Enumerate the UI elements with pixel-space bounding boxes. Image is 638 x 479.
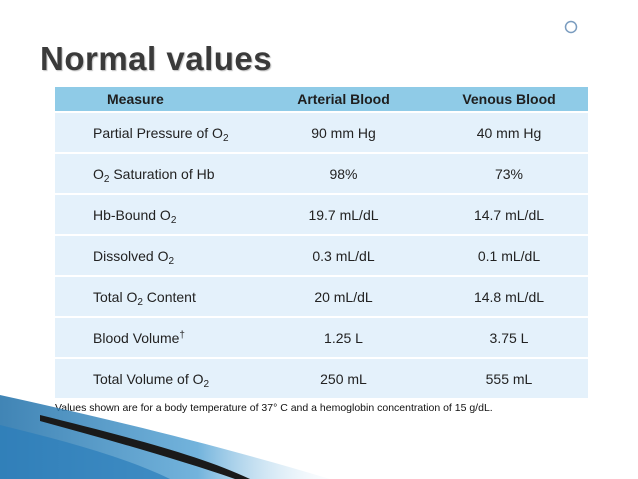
cell-venous: 3.75 L bbox=[430, 316, 588, 358]
slide-title: Normal values bbox=[40, 40, 273, 77]
cell-arterial: 19.7 mL/dL bbox=[257, 193, 430, 235]
measure-subscript: 2 bbox=[168, 255, 175, 267]
values-table-wrapper: Measure Arterial Blood Venous Blood Part… bbox=[55, 87, 588, 414]
measure-text-suffix: Content bbox=[142, 288, 196, 305]
measure-text: O bbox=[93, 165, 104, 182]
measure-subscript: 2 bbox=[137, 296, 143, 308]
table-footnote: Values shown are for a body temperature … bbox=[55, 402, 493, 414]
table-row: Total O2 Content 20 mL/dL 14.8 mL/dL bbox=[55, 275, 588, 317]
table-header-row: Measure Arterial Blood Venous Blood bbox=[55, 87, 588, 112]
cell-measure: O2 Saturation of Hb bbox=[55, 152, 257, 194]
cell-measure: Hb-Bound O2 bbox=[55, 193, 257, 235]
cell-measure: Total O2 Content bbox=[55, 275, 257, 317]
measure-text: Blood Volume bbox=[93, 329, 180, 346]
measure-text: Total O bbox=[93, 288, 138, 305]
header-arterial: Arterial Blood bbox=[257, 87, 430, 112]
header-measure: Measure bbox=[55, 87, 257, 112]
cell-arterial: 250 mL bbox=[257, 357, 430, 398]
measure-text: Hb-Bound O bbox=[93, 206, 171, 223]
measure-subscript: 2 bbox=[222, 132, 229, 144]
cell-venous: 555 mL bbox=[430, 357, 588, 398]
cell-measure: Partial Pressure of O2 bbox=[55, 111, 257, 153]
cell-venous: 40 mm Hg bbox=[430, 111, 588, 153]
table-row: Hb-Bound O2 19.7 mL/dL 14.7 mL/dL bbox=[55, 193, 588, 235]
measure-subscript: 2 bbox=[170, 214, 177, 226]
measure-subscript: 2 bbox=[203, 378, 210, 390]
values-table: Measure Arterial Blood Venous Blood Part… bbox=[55, 87, 588, 398]
cell-venous: 14.8 mL/dL bbox=[430, 275, 588, 317]
cell-arterial: 20 mL/dL bbox=[257, 275, 430, 317]
cell-measure: Blood Volume† bbox=[55, 316, 257, 358]
measure-text: Partial Pressure of O bbox=[93, 124, 223, 141]
cell-measure: Total Volume of O2 bbox=[55, 357, 257, 398]
measure-text: Total Volume of O bbox=[93, 370, 204, 387]
circle-outline-icon bbox=[564, 20, 578, 34]
measure-text-suffix: Saturation of Hb bbox=[109, 165, 215, 182]
cell-arterial: 0.3 mL/dL bbox=[257, 234, 430, 276]
measure-text: Dissolved O bbox=[93, 247, 169, 264]
table-row: Blood Volume† 1.25 L 3.75 L bbox=[55, 316, 588, 358]
cell-arterial: 90 mm Hg bbox=[257, 111, 430, 153]
table-row: Total Volume of O2 250 mL 555 mL bbox=[55, 357, 588, 398]
cell-venous: 0.1 mL/dL bbox=[430, 234, 588, 276]
cell-measure: Dissolved O2 bbox=[55, 234, 257, 276]
cell-venous: 73% bbox=[430, 152, 588, 194]
decorative-swoosh bbox=[0, 395, 330, 479]
measure-subscript: 2 bbox=[103, 173, 110, 185]
cell-arterial: 1.25 L bbox=[257, 316, 430, 358]
cell-venous: 14.7 mL/dL bbox=[430, 193, 588, 235]
measure-superscript: † bbox=[179, 329, 185, 341]
header-venous: Venous Blood bbox=[430, 87, 588, 112]
table-row: O2 Saturation of Hb 98% 73% bbox=[55, 152, 588, 194]
cell-arterial: 98% bbox=[257, 152, 430, 194]
table-row: Partial Pressure of O2 90 mm Hg 40 mm Hg bbox=[55, 111, 588, 153]
table-row: Dissolved O2 0.3 mL/dL 0.1 mL/dL bbox=[55, 234, 588, 276]
